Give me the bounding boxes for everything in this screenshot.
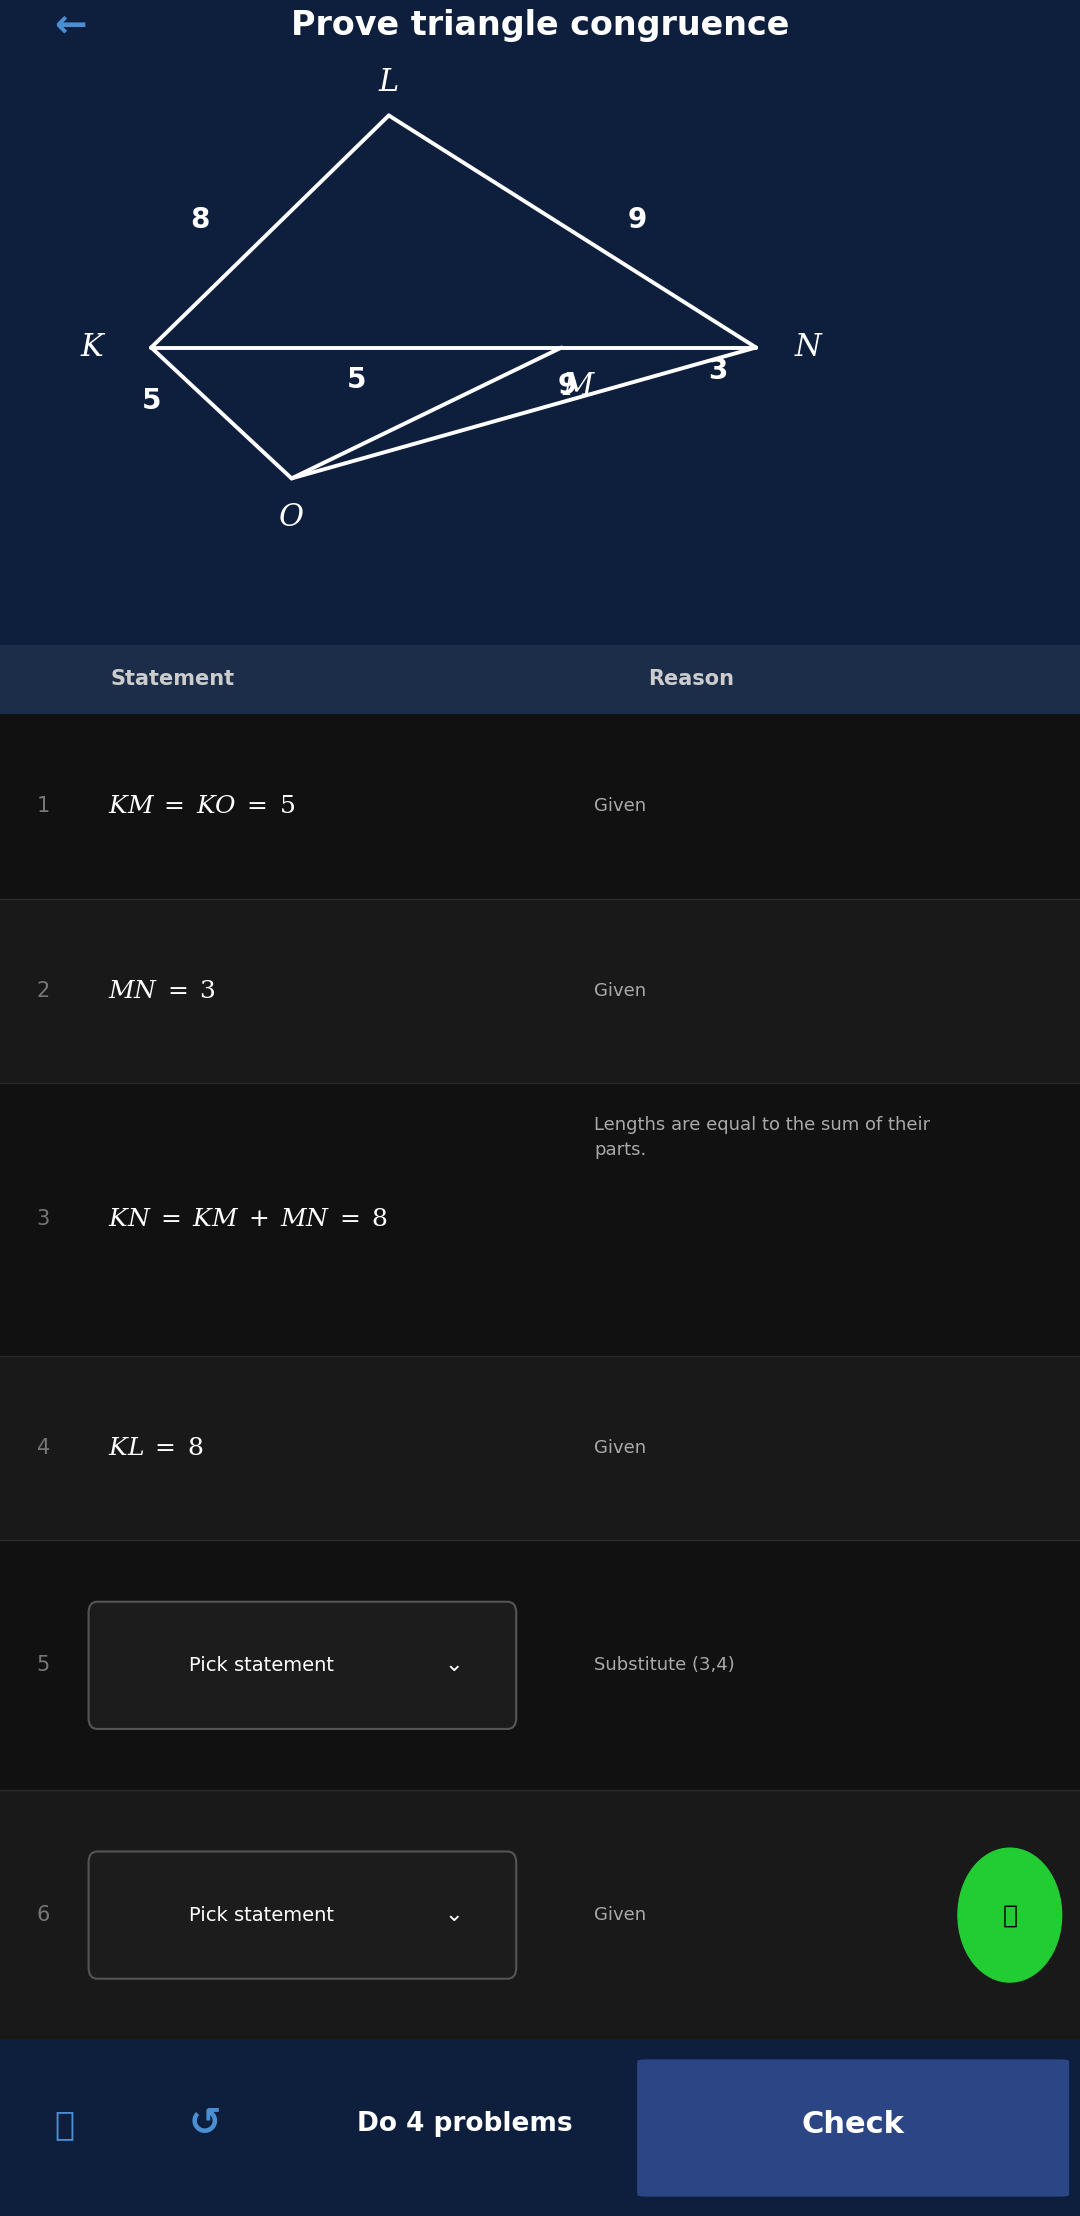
Text: ⌄: ⌄ — [445, 1655, 463, 1675]
Text: N: N — [795, 332, 821, 363]
Bar — [0, 645, 1080, 714]
Text: Given: Given — [594, 798, 646, 815]
Text: M: M — [563, 370, 593, 401]
Bar — [0, 1356, 1080, 1540]
Text: ⌄: ⌄ — [445, 1906, 463, 1926]
FancyBboxPatch shape — [637, 2059, 1069, 2196]
FancyBboxPatch shape — [89, 1602, 516, 1728]
Text: L: L — [379, 66, 399, 98]
Text: Pick statement: Pick statement — [189, 1906, 334, 1926]
Text: 🖊: 🖊 — [55, 2107, 75, 2141]
Text: Prove triangle congruence: Prove triangle congruence — [291, 9, 789, 42]
Text: 9: 9 — [627, 206, 647, 233]
Circle shape — [958, 1848, 1062, 1981]
Text: Statement: Statement — [111, 669, 234, 689]
Text: 3: 3 — [708, 357, 728, 386]
Text: Reason: Reason — [648, 669, 734, 689]
Text: 5: 5 — [37, 1655, 50, 1675]
Text: ←: ← — [54, 7, 86, 44]
Text: $\mathit{KN}\;\mathit{}={}\;\mathit{KM}\;\mathit{}+\mathit{}\;\mathit{MN}\;\math: $\mathit{KN}\;\mathit{}={}\;\mathit{KM}\… — [108, 1208, 388, 1232]
Text: Given: Given — [594, 982, 646, 999]
Text: $\mathit{KL}\;\mathit{}={}\;\mathit{8}$: $\mathit{KL}\;\mathit{}={}\;\mathit{8}$ — [108, 1436, 203, 1460]
Text: 5: 5 — [347, 366, 366, 394]
Text: $\mathit{MN}\;\mathit{}={}\;\mathit{3}$: $\mathit{MN}\;\mathit{}={}\;\mathit{3}$ — [108, 979, 215, 1004]
Bar — [0, 1084, 1080, 1356]
Bar — [0, 1791, 1080, 2041]
FancyBboxPatch shape — [89, 1853, 516, 1979]
Text: Do 4 problems: Do 4 problems — [356, 2112, 572, 2138]
Text: 4: 4 — [37, 1438, 50, 1458]
Text: Lengths are equal to the sum of their
parts.: Lengths are equal to the sum of their pa… — [594, 1117, 930, 1159]
Text: 6: 6 — [37, 1906, 50, 1926]
Text: 5: 5 — [141, 388, 161, 414]
Text: 2: 2 — [37, 982, 50, 1002]
Text: 9: 9 — [557, 372, 577, 401]
Text: Given: Given — [594, 1438, 646, 1458]
Text: Given: Given — [594, 1906, 646, 1923]
Text: Check: Check — [801, 2110, 905, 2138]
Text: $\mathit{KM}\;\mathit{}={}\;\mathit{KO}\;\mathit{}={}\;\mathit{5}$: $\mathit{KM}\;\mathit{}={}\;\mathit{KO}\… — [108, 793, 295, 818]
Text: 3: 3 — [37, 1210, 50, 1230]
Bar — [0, 714, 1080, 897]
Bar — [0, 897, 1080, 1084]
Text: 1: 1 — [37, 796, 50, 815]
Text: 8: 8 — [190, 206, 210, 233]
Text: Pick statement: Pick statement — [189, 1655, 334, 1675]
Text: 💡: 💡 — [1002, 1904, 1017, 1928]
Text: Substitute (3,4): Substitute (3,4) — [594, 1655, 734, 1675]
Text: O: O — [279, 501, 305, 532]
Text: ↺: ↺ — [189, 2105, 221, 2143]
Text: K: K — [80, 332, 104, 363]
Bar — [0, 1540, 1080, 1791]
